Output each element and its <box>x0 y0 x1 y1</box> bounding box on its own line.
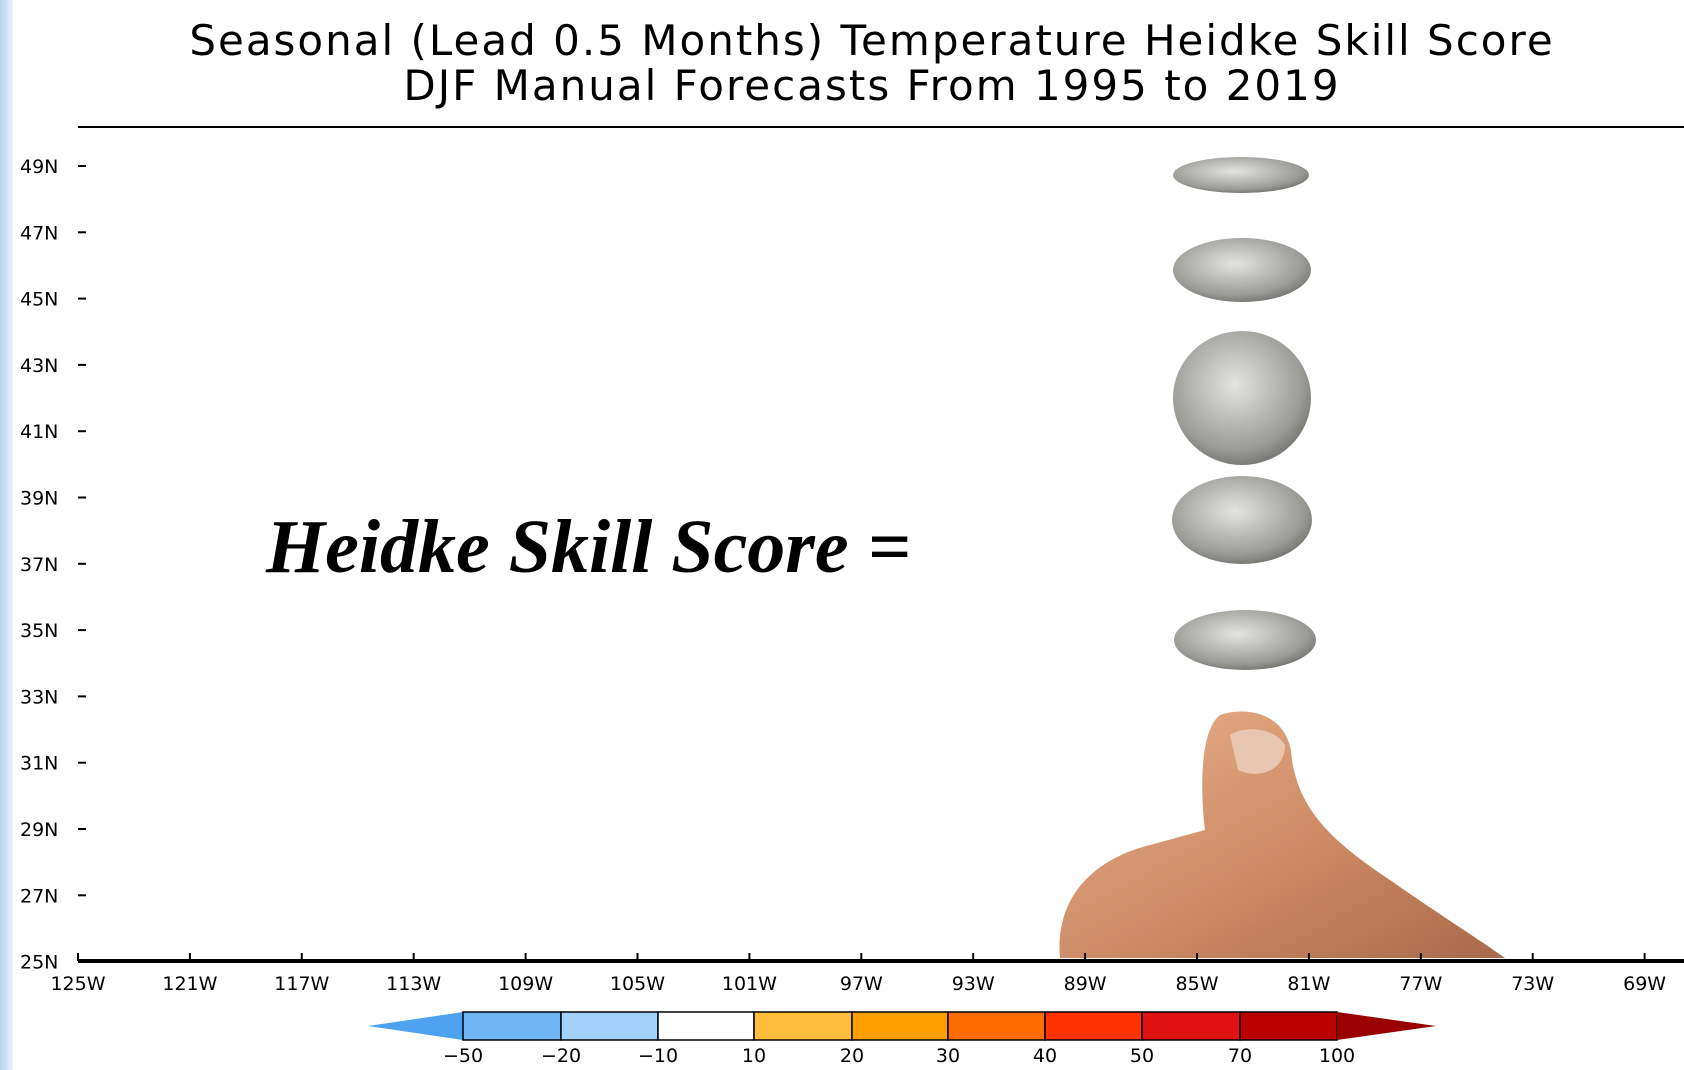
lon-label: 93W <box>952 973 995 995</box>
colorbar-segment <box>1239 1011 1338 1041</box>
colorbar-arrow <box>368 1012 463 1040</box>
lon-label: 81W <box>1287 973 1330 995</box>
colorbar-label: 50 <box>1130 1045 1154 1067</box>
lat-label: 39N <box>20 488 58 510</box>
colorbar-label: 30 <box>936 1045 960 1067</box>
colorbar-segment <box>462 1011 562 1041</box>
lon-label: 101W <box>722 973 777 995</box>
colorbar-arrow <box>1337 1012 1436 1040</box>
thumbnail <box>1230 729 1285 774</box>
colorbar-segment <box>1141 1011 1241 1041</box>
lon-label: 89W <box>1064 973 1107 995</box>
lon-label: 109W <box>498 973 553 995</box>
lat-label: 45N <box>20 289 58 311</box>
lon-label: 125W <box>50 973 105 995</box>
colorbar-label: 10 <box>742 1045 766 1067</box>
title-line: Seasonal (Lead 0.5 Months) Temperature H… <box>189 16 1554 65</box>
lat-label: 29N <box>20 819 58 841</box>
lat-label: 25N <box>20 952 58 974</box>
lat-label: 33N <box>20 686 58 708</box>
colorbar-label: −10 <box>638 1045 678 1067</box>
colorbar-segment <box>560 1011 659 1041</box>
lat-label: 47N <box>20 222 58 244</box>
colorbar-label: −20 <box>541 1045 581 1067</box>
overlay-text: Heidke Skill Score = <box>265 505 911 589</box>
colorbar-segment <box>753 1011 853 1041</box>
lon-label: 105W <box>610 973 665 995</box>
title-line: DJF Manual Forecasts From 1995 to 2019 <box>403 61 1340 110</box>
lon-label: 69W <box>1623 973 1666 995</box>
colorbar-segment <box>1044 1011 1143 1041</box>
lon-label: 97W <box>840 973 883 995</box>
lat-label: 31N <box>20 753 58 775</box>
coins <box>1172 157 1316 670</box>
lon-label: 73W <box>1511 973 1554 995</box>
colorbar-segment <box>947 1011 1046 1041</box>
lat-label: 27N <box>20 885 58 907</box>
colorbar-segment <box>851 1011 949 1041</box>
colorbar-label: 40 <box>1033 1045 1057 1067</box>
lat-label: 35N <box>20 620 58 642</box>
colorbar-label: 70 <box>1228 1045 1252 1067</box>
lon-label: 117W <box>274 973 329 995</box>
colorbar-label: 100 <box>1319 1045 1355 1067</box>
lon-label: 113W <box>386 973 441 995</box>
lon-label: 77W <box>1399 973 1442 995</box>
lon-label: 121W <box>162 973 217 995</box>
colorbar-label: 20 <box>840 1045 864 1067</box>
thumb <box>1059 711 1505 958</box>
lat-label: 43N <box>20 355 58 377</box>
side-strip <box>0 0 13 1070</box>
lon-label: 85W <box>1176 973 1219 995</box>
colorbar-segment <box>657 1011 755 1041</box>
colorbar-label: −50 <box>443 1045 483 1067</box>
lat-label: 41N <box>20 421 58 443</box>
lat-label: 37N <box>20 554 58 576</box>
lat-label: 49N <box>20 156 58 178</box>
